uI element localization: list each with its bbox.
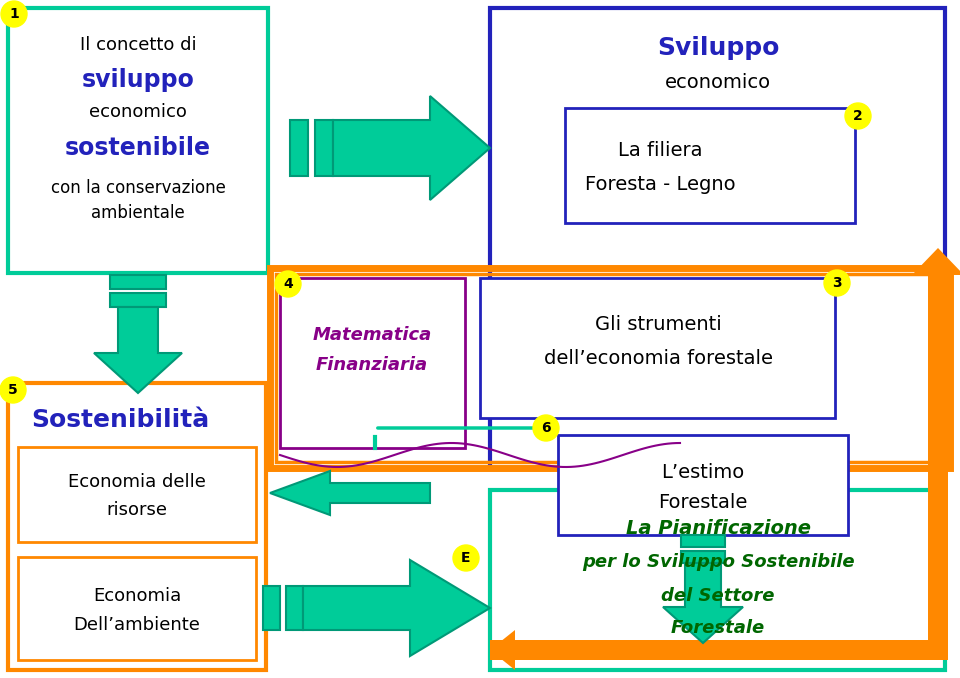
Circle shape [845,103,871,129]
Text: Economia: Economia [93,587,181,605]
Circle shape [453,545,479,571]
Text: Foresta - Legno: Foresta - Legno [585,176,735,195]
Text: Gli strumenti: Gli strumenti [594,315,721,334]
Bar [280,278,465,448]
Text: del Settore: del Settore [661,587,775,605]
Text: dell’economia forestale: dell’economia forestale [543,348,773,367]
Text: 5: 5 [8,383,18,397]
Polygon shape [663,563,743,643]
Polygon shape [315,120,333,176]
Bar [490,490,945,670]
Text: 6: 6 [541,421,551,435]
Text: Sostenibilità: Sostenibilità [31,408,209,432]
Text: economico: economico [89,103,187,121]
Bar [18,447,256,542]
Text: Il concetto di: Il concetto di [80,36,196,54]
Polygon shape [912,248,960,275]
Text: L’estimo: L’estimo [661,462,745,481]
Text: Matematica: Matematica [312,326,432,344]
Text: 1: 1 [10,7,19,21]
Polygon shape [928,268,948,660]
Text: La filiera: La filiera [617,140,703,159]
Polygon shape [110,293,166,307]
Bar [276,274,944,462]
Circle shape [533,415,559,441]
Text: sostenibile: sostenibile [65,136,211,160]
Bar [565,108,855,223]
Bar [558,435,848,535]
Polygon shape [303,560,490,656]
Text: per lo Sviluppo Sostenibile: per lo Sviluppo Sostenibile [582,553,854,571]
Polygon shape [286,586,303,630]
Text: economico: economico [665,73,771,92]
Bar [480,278,835,418]
Text: con la conservazione: con la conservazione [51,179,226,197]
Text: Sviluppo: Sviluppo [657,36,780,60]
Text: 4: 4 [283,277,293,291]
Text: 3: 3 [832,276,842,290]
Polygon shape [333,96,490,200]
Text: risorse: risorse [107,501,167,519]
Polygon shape [681,535,725,547]
Polygon shape [270,471,430,515]
Polygon shape [490,640,928,660]
Polygon shape [490,630,515,670]
Text: E: E [461,551,470,565]
Circle shape [0,377,26,403]
Text: Forestale: Forestale [659,494,748,513]
Text: Forestale: Forestale [671,619,765,637]
Text: ambientale: ambientale [91,204,185,222]
Bar [490,8,945,468]
Bar [270,268,950,468]
Text: sviluppo: sviluppo [82,68,195,92]
Bar [8,8,268,273]
Circle shape [1,1,27,27]
Circle shape [824,270,850,296]
Text: Finanziaria: Finanziaria [316,356,428,374]
Polygon shape [263,586,280,630]
Text: Economia delle: Economia delle [68,473,206,491]
Text: 2: 2 [853,109,863,123]
Polygon shape [290,120,308,176]
Bar [8,383,266,670]
Text: Dell’ambiente: Dell’ambiente [74,616,201,634]
Polygon shape [681,551,725,563]
Polygon shape [94,307,182,393]
Bar [18,557,256,660]
Polygon shape [110,275,166,289]
Text: La Pianificazione: La Pianificazione [626,519,810,538]
Circle shape [275,271,301,297]
